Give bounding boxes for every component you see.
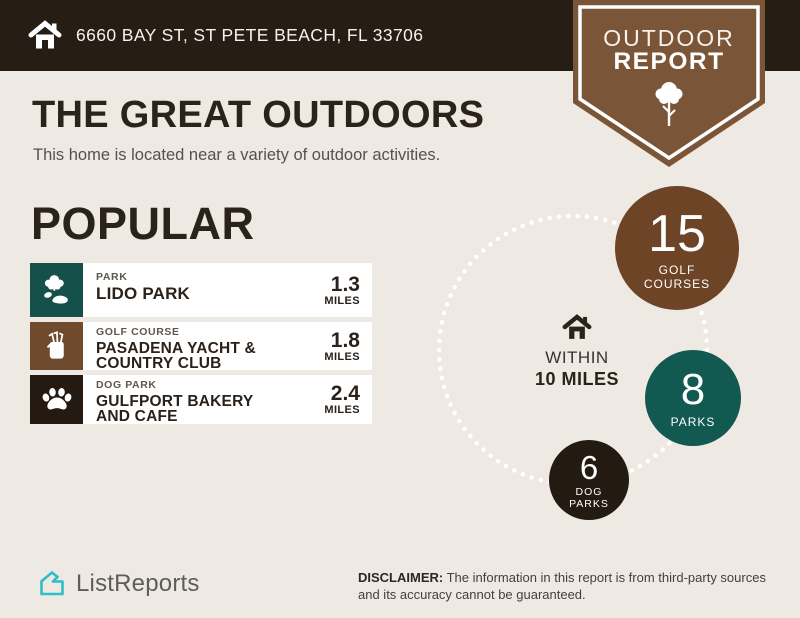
distance-unit: MILES <box>324 294 360 307</box>
paw-print-icon <box>30 375 83 424</box>
stat-bubble-parks: 8 PARKS <box>645 350 741 446</box>
item-distance: 1.8 MILES <box>294 322 372 370</box>
stat-value: 8 <box>680 364 706 414</box>
distance-value: 1.8 <box>330 328 360 352</box>
dotted-radius-ring <box>436 213 710 487</box>
stat-value: 15 <box>648 204 706 263</box>
list-item-park: PARK LIDO PARK 1.3 MILES <box>30 263 372 317</box>
item-name: LIDO PARK <box>96 283 191 303</box>
item-category: DOG PARK <box>96 379 157 391</box>
item-name: GULFPORT BAKERY AND CAFE <box>96 392 254 424</box>
stat-bubble-dog-parks: 6 DOG PARKS <box>549 440 629 520</box>
home-icon <box>28 20 62 49</box>
disclaimer-text: DISCLAIMER: The information in this repo… <box>358 570 766 602</box>
stat-label: PARKS <box>670 414 716 429</box>
stat-value: 6 <box>579 448 599 486</box>
list-item-golf-course: GOLF COURSE PASADENA YACHT & COUNTRY CLU… <box>30 322 372 370</box>
list-item-text: DOG PARK GULFPORT BAKERY AND CAFE <box>83 375 294 425</box>
item-distance: 2.4 MILES <box>294 375 372 424</box>
item-distance: 1.3 MILES <box>294 263 372 317</box>
radius-label: 10 MILES <box>534 369 620 389</box>
outdoor-report-badge: OUTDOOR REPORT <box>573 0 765 170</box>
badge-title-line1: OUTDOOR <box>603 25 735 51</box>
golf-bag-icon <box>30 322 83 370</box>
list-item-dog-park: DOG PARK GULFPORT BAKERY AND CAFE 2.4 MI… <box>30 375 372 424</box>
badge-title-line2: REPORT <box>613 48 725 75</box>
stat-label: DOG PARKS <box>569 485 609 510</box>
item-category: GOLF COURSE <box>96 326 180 338</box>
property-address: 6660 BAY ST, ST PETE BEACH, FL 33706 <box>76 25 424 45</box>
listreports-house-logo-icon <box>40 571 64 596</box>
item-category: PARK <box>96 271 128 283</box>
stat-label: GOLF COURSES <box>643 262 711 291</box>
popular-section-heading: POPULAR <box>31 198 255 249</box>
distance-value: 1.3 <box>330 272 360 296</box>
distance-value: 2.4 <box>330 382 360 405</box>
list-item-text: PARK LIDO PARK <box>83 263 294 317</box>
page-subtitle: This home is located near a variety of o… <box>33 146 441 164</box>
distance-unit: MILES <box>324 350 360 363</box>
house-icon <box>562 314 592 339</box>
distance-unit: MILES <box>324 404 360 416</box>
stat-bubble-golf-courses: 15 GOLF COURSES <box>615 186 739 310</box>
radius-center-label: WITHIN 10 MILES <box>517 313 637 390</box>
brand-name: ListReports <box>76 570 200 597</box>
item-name: PASADENA YACHT & COUNTRY CLUB <box>96 339 256 370</box>
list-item-text: GOLF COURSE PASADENA YACHT & COUNTRY CLU… <box>83 322 294 371</box>
tree-icon <box>655 82 683 126</box>
within-label: WITHIN <box>545 348 609 367</box>
page-title: THE GREAT OUTDOORS <box>32 94 485 136</box>
park-trees-icon <box>30 263 83 317</box>
disclaimer-label: DISCLAIMER: <box>358 570 444 585</box>
